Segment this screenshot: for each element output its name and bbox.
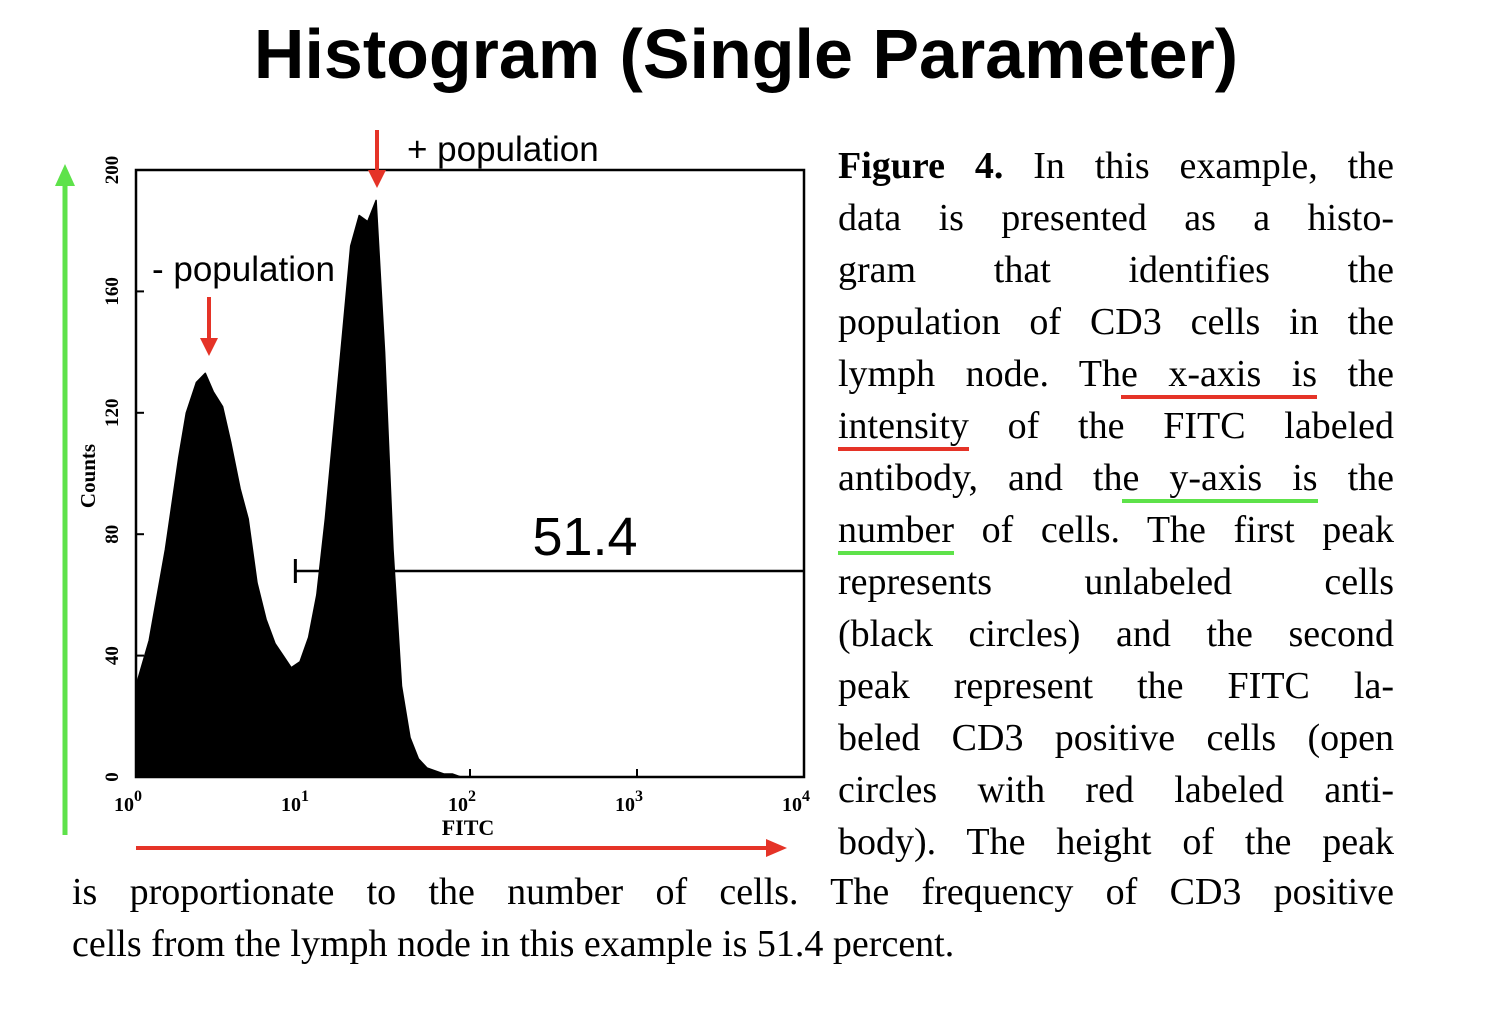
caption-line-9: represents unlabeled cells: [838, 561, 1394, 603]
y-tick-label: 120: [102, 399, 123, 428]
x-tick-label: 100: [114, 788, 142, 816]
number-highlight: number: [838, 509, 955, 555]
y-tick-label: 200: [102, 156, 123, 185]
caption-line-16: cells from the lymph node in this exampl…: [72, 923, 955, 965]
caption-line-13: circles with red labeled anti-: [838, 769, 1394, 811]
chart-axes: 100 101 102 103 104 0 40 80 120 160 200 FITC Counts: [76, 156, 810, 840]
x-tick-label: 101: [281, 788, 309, 816]
caption-line-5: lymph node. The x-axis is the: [838, 348, 1394, 400]
caption-text: of the FITC labeled: [968, 405, 1394, 447]
caption-line-7: antibody, and the y-axis is the: [838, 452, 1394, 504]
y-axis-phrase-highlight: e y-axis is: [1122, 457, 1318, 503]
caption-line-6: intensity of the FITC labeled: [838, 400, 1394, 452]
y-tick-label: 160: [102, 277, 123, 306]
intensity-highlight: intensity: [838, 405, 969, 451]
positive-peak-arrow: [368, 130, 386, 188]
chart-marks: [135, 199, 471, 778]
y-tick-label: 40: [102, 646, 123, 665]
caption-text: In this example, the: [1003, 145, 1394, 187]
caption-text: the: [1317, 457, 1395, 499]
chart-annotations: 51.4 + population - population: [55, 130, 804, 857]
y-axis-title: Counts: [76, 444, 100, 508]
caption-line-11: peak represent the FITC la-: [838, 665, 1394, 707]
x-axis-phrase-highlight: e x-axis is: [1121, 353, 1318, 399]
caption-line-3: gram that identifies the: [838, 249, 1394, 291]
arrow-head: [766, 839, 787, 857]
caption-line-14: body). The height of the peak: [838, 821, 1394, 863]
caption-line-15: is proportionate to the number of cells.…: [72, 871, 1394, 913]
y-tick-label: 80: [102, 525, 123, 544]
negative-population-label: - population: [152, 250, 335, 289]
positive-population-label: + population: [407, 130, 599, 169]
arrow-head: [368, 170, 386, 188]
x-tick-label: 104: [782, 788, 810, 816]
caption-line-10: (black circles) and the second: [838, 613, 1394, 655]
caption-line-2: data is presented as a histo-: [838, 197, 1394, 239]
histogram-chart: 100 101 102 103 10404080120160200FITCCounts …: [55, 130, 810, 857]
caption-line-12: beled CD3 positive cells (open: [838, 717, 1394, 759]
caption-text: antibody, and th: [838, 457, 1123, 499]
arrow-head: [55, 164, 75, 186]
caption-line-4: population of CD3 cells in the: [838, 301, 1394, 343]
caption-text: of cells. The first peak: [954, 509, 1394, 551]
gate-percent-label: 51.4: [532, 507, 637, 567]
arrow-head: [200, 338, 218, 356]
x-tick-label: 103: [615, 788, 643, 816]
x-axis-arrow: [136, 839, 787, 857]
histogram-area: [135, 199, 471, 778]
caption-line-8: number of cells. The first peak: [838, 504, 1394, 556]
x-axis-title: FITC: [442, 815, 495, 840]
y-axis-arrow: [55, 164, 75, 835]
caption-line-1: Figure 4. In this example, the: [838, 140, 1394, 192]
caption-text: lymph node. Th: [838, 353, 1121, 395]
caption-text: the: [1317, 353, 1394, 395]
y-tick-label: 0: [102, 772, 123, 782]
negative-peak-arrow: [200, 297, 218, 356]
x-tick-label: 102: [448, 788, 476, 816]
slide-title: Histogram (Single Parameter): [253, 15, 1239, 93]
figure-label: Figure 4.: [838, 145, 1004, 187]
